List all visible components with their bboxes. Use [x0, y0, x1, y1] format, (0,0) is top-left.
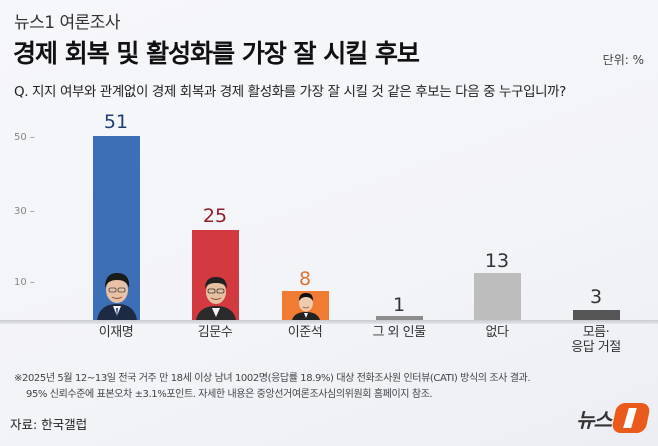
bar-lee-junseok [282, 291, 329, 320]
survey-question: Q. 지지 여부와 관계없이 경제 회복과 경제 활성화를 가장 잘 시킬 것 … [14, 84, 566, 100]
bar-dont-know [573, 310, 620, 320]
value-label: 8 [298, 268, 312, 290]
footnote-line-2: 95% 신뢰수준에 표본오차 ±3.1%포인트. 자세한 내용은 중앙선거여론조… [26, 389, 433, 400]
category-label: 이준석 [287, 325, 323, 340]
logo-text: 뉴스 [576, 407, 612, 432]
y-tick-50: 50 – [14, 132, 35, 143]
candidate-photo-icon [96, 273, 137, 320]
value-label: 13 [484, 250, 510, 272]
value-label: 51 [103, 111, 129, 133]
kicker: 뉴스1 여론조사 [14, 13, 121, 33]
candidate-photo-icon [291, 293, 320, 320]
value-label: 25 [202, 205, 228, 227]
category-label: 이재명 [98, 325, 134, 340]
data-source: 자료: 한국갤럽 [10, 417, 88, 432]
category-label: 모름· 응답 거절 [546, 325, 646, 355]
chart-title: 경제 회복 및 활성화를 가장 잘 시킬 후보 [13, 39, 420, 68]
value-label: 3 [589, 286, 603, 308]
category-label: 김문수 [197, 325, 233, 340]
candidate-photo-icon [195, 277, 236, 320]
survey-footnote: ※2025년 5월 12~13일 전국 거주 만 18세 이상 남녀 1002명… [14, 371, 531, 403]
news1-logo: 뉴스 [576, 403, 652, 433]
y-tick-30: 30 – [14, 206, 35, 217]
logo-one-icon [610, 403, 652, 433]
category-label-line1: 모름· [582, 325, 610, 340]
bar-none [474, 273, 521, 320]
unit-label: 단위: % [602, 53, 644, 67]
footnote-line-1: ※2025년 5월 12~13일 전국 거주 만 18세 이상 남녀 1002명… [14, 373, 531, 384]
value-label: 1 [392, 294, 406, 316]
y-tick-10: 10 – [14, 277, 35, 288]
bar-others [376, 316, 423, 320]
category-label: 없다 [485, 325, 509, 340]
bar-kim-moonsoo [192, 230, 239, 320]
category-label-line2: 응답 거절 [571, 340, 621, 355]
bar-lee-jaemyung [93, 136, 140, 320]
category-label: 그 외 인물 [372, 325, 426, 340]
x-axis-baseline [0, 320, 658, 324]
bar-chart: 50 – 30 – 10 – 51 25 8 [0, 111, 658, 355]
